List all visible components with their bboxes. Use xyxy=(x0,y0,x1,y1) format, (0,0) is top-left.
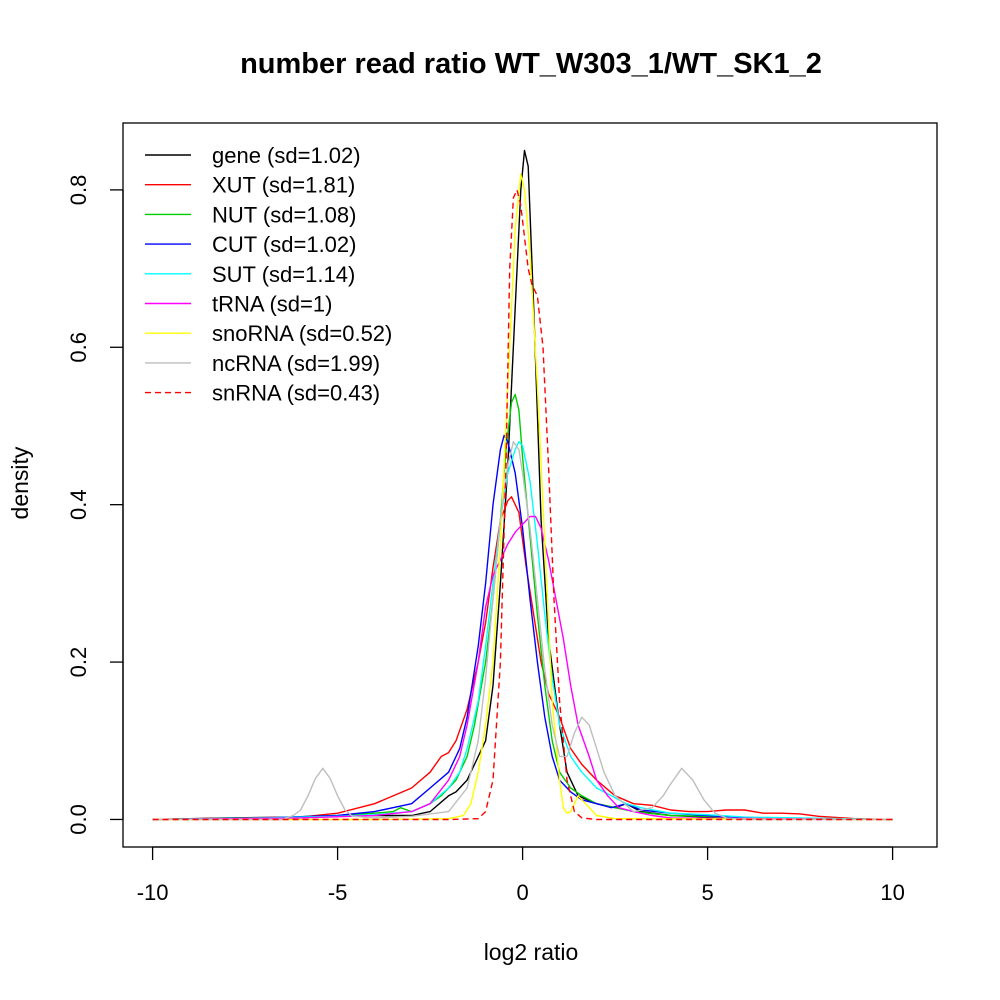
series-line-4 xyxy=(152,441,893,821)
x-tick-label: -10 xyxy=(137,880,169,905)
x-tick-label: 5 xyxy=(701,880,713,905)
legend: gene (sd=1.02) XUT (sd=1.81) NUT (sd=1.08)… xyxy=(145,143,392,406)
legend-label-1: XUT (sd=1.81) xyxy=(212,173,355,198)
y-tick-label: 0.8 xyxy=(66,175,91,206)
chart-title: number read ratio WT_W303_1/WT_SK1_2 xyxy=(240,48,822,80)
series-line-6 xyxy=(152,173,893,821)
y-tick-label: 0.6 xyxy=(66,332,91,363)
series-layer xyxy=(152,149,893,821)
x-tick-label: -5 xyxy=(328,880,348,905)
y-tick-label: 0.4 xyxy=(66,489,91,520)
legend-label-2: NUT (sd=1.08) xyxy=(212,202,356,227)
series-line-1 xyxy=(152,496,893,821)
legend-label-8: snRNA (sd=0.43) xyxy=(212,381,380,406)
series-line-2 xyxy=(152,393,893,821)
series-line-8 xyxy=(152,189,893,821)
series-line-7 xyxy=(152,441,893,821)
y-tick-label: 0.2 xyxy=(66,647,91,678)
x-tick-label: 10 xyxy=(880,880,904,905)
x-axis: -10 -5 0 5 10 xyxy=(137,846,905,905)
x-axis-label: log2 ratio xyxy=(484,939,579,965)
legend-label-0: gene (sd=1.02) xyxy=(212,143,361,168)
y-axis-label: density xyxy=(7,446,33,519)
legend-label-5: tRNA (sd=1) xyxy=(212,292,332,317)
series-line-5 xyxy=(152,515,893,821)
legend-label-4: SUT (sd=1.14) xyxy=(212,262,355,287)
series-line-3 xyxy=(152,434,893,821)
legend-label-7: ncRNA (sd=1.99) xyxy=(212,351,380,376)
y-axis: 0.0 0.2 0.4 0.6 0.8 xyxy=(66,175,124,835)
y-tick-label: 0.0 xyxy=(66,804,91,835)
x-tick-label: 0 xyxy=(516,880,528,905)
legend-label-3: CUT (sd=1.02) xyxy=(212,232,356,257)
legend-label-6: snoRNA (sd=0.52) xyxy=(212,321,392,346)
